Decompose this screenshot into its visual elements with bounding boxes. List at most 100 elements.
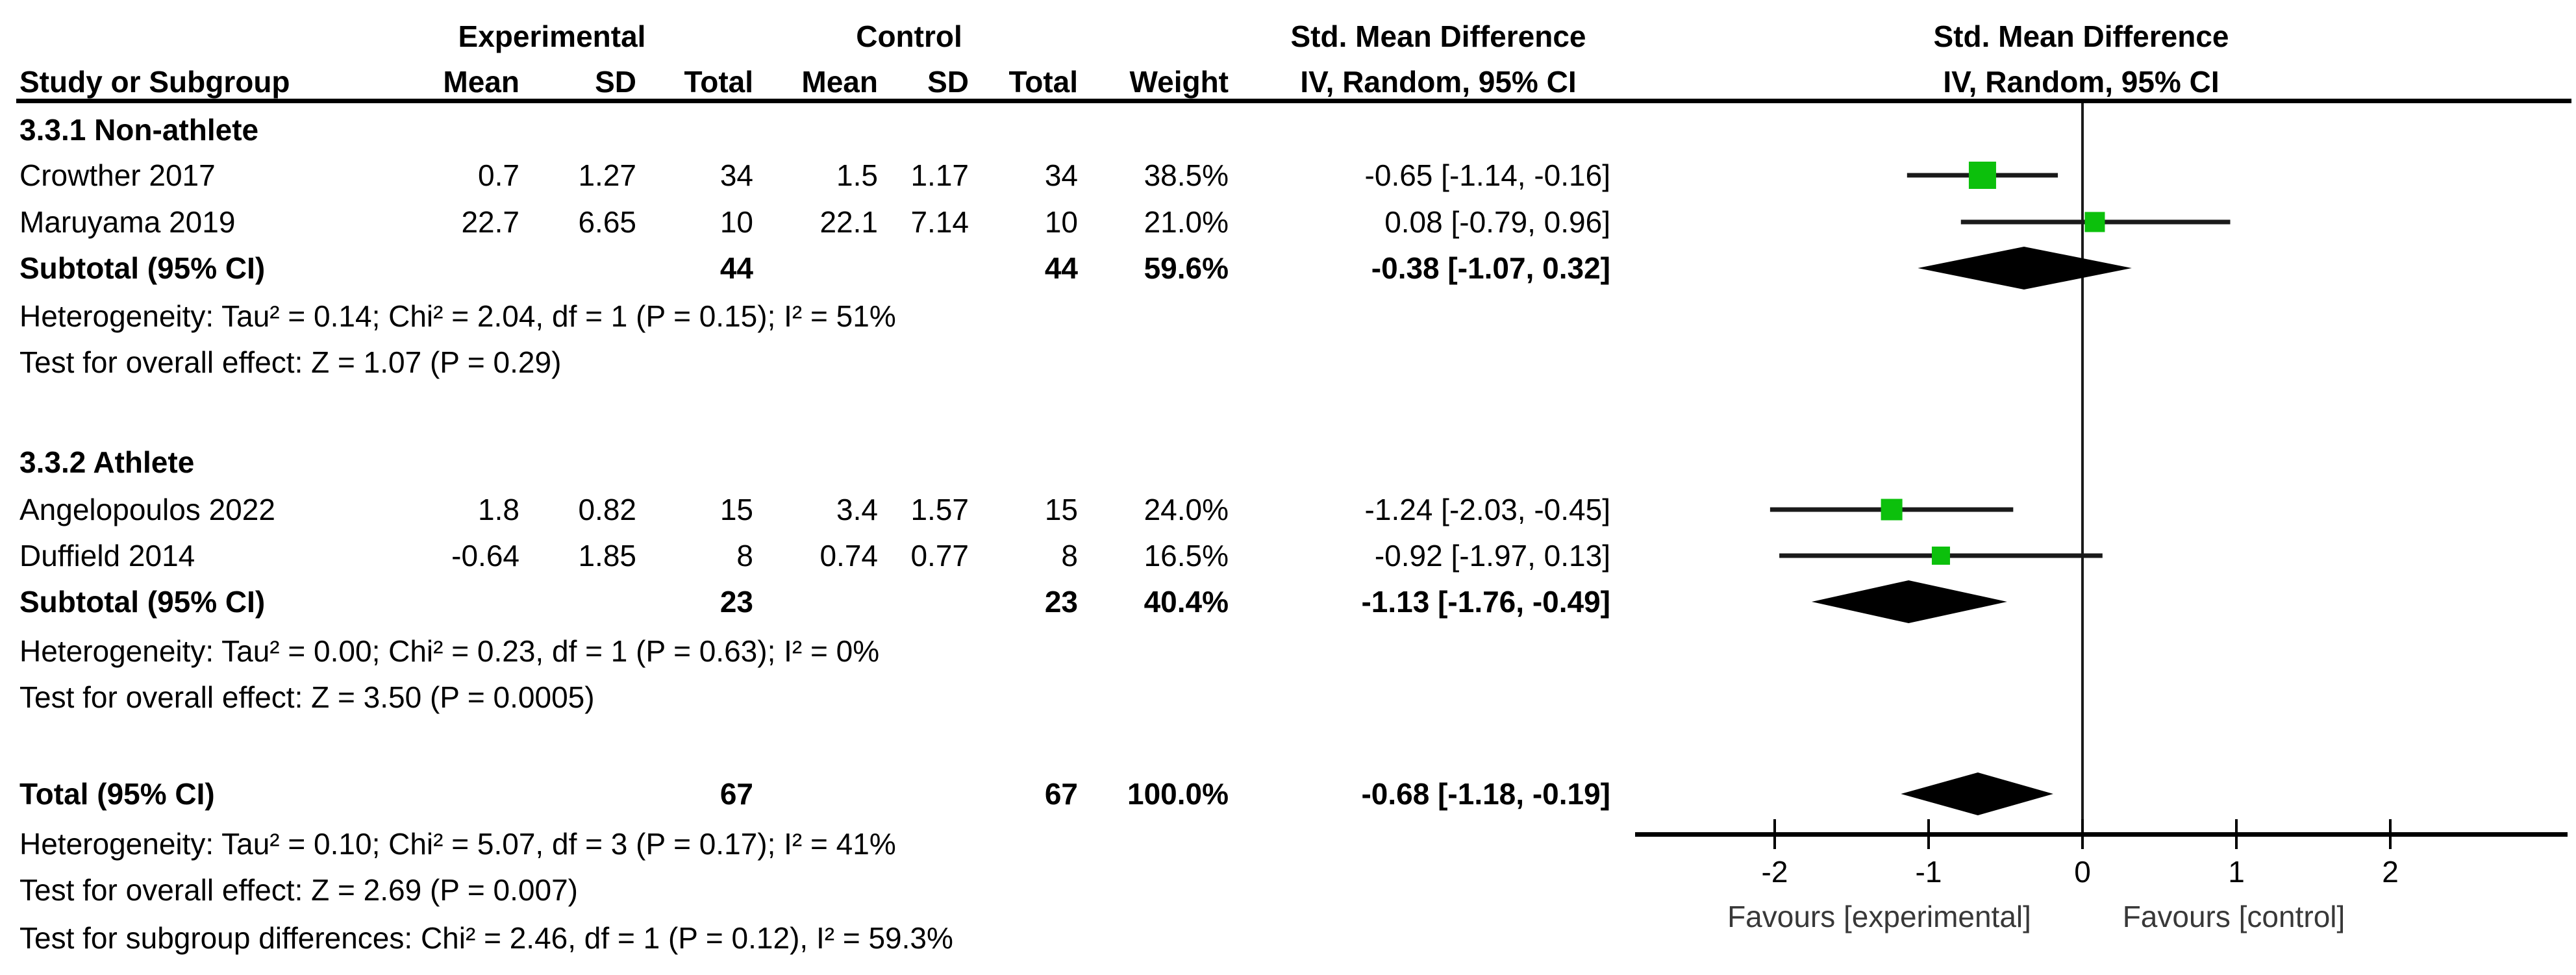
subtotal-label: Subtotal (95% CI) xyxy=(19,251,266,285)
heterogeneity-row-2: Heterogeneity: Tau² = 0.00; Chi² = 0.23,… xyxy=(0,628,2576,674)
mean-experimental: -0.64 xyxy=(451,539,519,573)
axis-tick xyxy=(2235,819,2238,849)
ci-text: 0.08 [-0.79, 0.96] xyxy=(1384,205,1610,239)
weight: 16.5% xyxy=(1144,539,1229,573)
header-total-experimental: Total xyxy=(684,65,753,99)
study-row-duffield: Duffield 2014 -0.64 1.85 8 0.74 0.77 8 1… xyxy=(0,533,2576,578)
sd-experimental: 1.85 xyxy=(578,539,636,573)
axis-tick-label: 2 xyxy=(2382,855,2399,889)
effect-square xyxy=(2084,212,2105,232)
axis-tick xyxy=(1773,819,1776,849)
study-name: Duffield 2014 xyxy=(19,539,195,573)
total-control: 23 xyxy=(1044,585,1078,619)
subtotal-row-1: Subtotal (95% CI) 44 44 59.6% -0.38 [-1.… xyxy=(0,245,2576,291)
mean-experimental: 22.7 xyxy=(461,205,519,239)
total-control: 34 xyxy=(1044,158,1078,192)
effect-square xyxy=(1968,162,1996,189)
study-row-maruyama: Maruyama 2019 22.7 6.65 10 22.1 7.14 10 … xyxy=(0,199,2576,245)
heterogeneity-text: Heterogeneity: Tau² = 0.10; Chi² = 5.07,… xyxy=(19,827,896,861)
favours-control-label: Favours [control] xyxy=(2122,900,2345,933)
axis-line xyxy=(1635,832,2568,837)
study-name: Crowther 2017 xyxy=(19,158,216,192)
ci-text: -0.38 [-1.07, 0.32] xyxy=(1371,251,1610,285)
total-experimental: 67 xyxy=(719,777,753,811)
study-name: Maruyama 2019 xyxy=(19,205,236,239)
subgroup-differences-text: Test for subgroup differences: Chi² = 2.… xyxy=(19,921,953,955)
overall-effect-row-total: Test for overall effect: Z = 2.69 (P = 0… xyxy=(0,867,2576,913)
total-row: Total (95% CI) 67 67 100.0% -0.68 [-1.18… xyxy=(0,771,2576,817)
mean-control: 3.4 xyxy=(836,493,878,526)
total-control: 8 xyxy=(1061,539,1078,573)
favours-experimental-label: Favours [experimental] xyxy=(1727,900,2031,933)
mean-control: 22.1 xyxy=(819,205,878,239)
ci-text: -0.65 [-1.14, -0.16] xyxy=(1364,158,1610,192)
header-weight: Weight xyxy=(1129,65,1229,99)
header-total-control: Total xyxy=(1008,65,1078,99)
axis-tick-label: -1 xyxy=(1915,855,1942,889)
subtotal-row-2: Subtotal (95% CI) 23 23 40.4% -1.13 [-1.… xyxy=(0,579,2576,624)
subgroup-1-title-row: 3.3.1 Non-athlete xyxy=(0,107,2576,153)
overall-effect-text: Test for overall effect: Z = 1.07 (P = 0… xyxy=(19,345,562,379)
header-mean-experimental: Mean xyxy=(443,65,519,99)
heterogeneity-text: Heterogeneity: Tau² = 0.00; Chi² = 0.23,… xyxy=(19,634,880,668)
total-control: 10 xyxy=(1044,205,1078,239)
header-group-row: Experimental Control Std. Mean Differenc… xyxy=(0,14,2576,59)
weight: 24.0% xyxy=(1144,493,1229,526)
zero-line xyxy=(2081,103,2084,833)
overall-effect-text: Test for overall effect: Z = 3.50 (P = 0… xyxy=(19,680,595,714)
axis-tick xyxy=(2081,819,2084,849)
axis-tick-label: 0 xyxy=(2074,855,2091,889)
total-control: 44 xyxy=(1044,251,1078,285)
mean-experimental: 1.8 xyxy=(478,493,519,526)
effect-square xyxy=(1931,547,1950,565)
subtotal-label: Subtotal (95% CI) xyxy=(19,585,266,619)
heterogeneity-row-total: Heterogeneity: Tau² = 0.10; Chi² = 5.07,… xyxy=(0,821,2576,867)
heterogeneity-text: Heterogeneity: Tau² = 0.14; Chi² = 2.04,… xyxy=(19,299,896,333)
overall-effect-text: Test for overall effect: Z = 2.69 (P = 0… xyxy=(19,873,578,907)
header-ci-right: IV, Random, 95% CI xyxy=(1943,65,2220,99)
weight: 100.0% xyxy=(1127,777,1229,811)
total-experimental: 8 xyxy=(736,539,753,573)
axis-tick xyxy=(2389,819,2392,849)
header-study-or-subgroup: Study or Subgroup xyxy=(19,65,290,99)
effect-square xyxy=(1881,499,1903,521)
pooled-diamond xyxy=(1901,772,2053,815)
header-smd-left: Std. Mean Difference xyxy=(1290,19,1586,53)
mean-control: 1.5 xyxy=(836,158,878,192)
total-experimental: 23 xyxy=(719,585,753,619)
header-control: Control xyxy=(856,19,962,53)
axis-tick-label: -2 xyxy=(1761,855,1788,889)
ci-text: -1.13 [-1.76, -0.49] xyxy=(1361,585,1610,619)
sd-control: 0.77 xyxy=(910,539,969,573)
header-divider xyxy=(16,99,2571,103)
mean-experimental: 0.7 xyxy=(478,158,519,192)
header-smd-right: Std. Mean Difference xyxy=(1933,19,2229,53)
sd-control: 7.14 xyxy=(910,205,969,239)
subgroup-differences-row: Test for subgroup differences: Chi² = 2.… xyxy=(0,915,2576,961)
pooled-diamond xyxy=(1811,580,2007,623)
subgroup-title: 3.3.1 Non-athlete xyxy=(19,113,259,147)
weight: 40.4% xyxy=(1144,585,1229,619)
total-experimental: 34 xyxy=(719,158,753,192)
sd-control: 1.17 xyxy=(910,158,969,192)
study-row-angelopoulos: Angelopoulos 2022 1.8 0.82 15 3.4 1.57 1… xyxy=(0,487,2576,532)
header-columns-row: Study or Subgroup Mean SD Total Mean SD … xyxy=(0,59,2576,105)
study-name: Angelopoulos 2022 xyxy=(19,493,275,526)
total-control: 15 xyxy=(1044,493,1078,526)
subgroup-title: 3.3.2 Athlete xyxy=(19,445,195,479)
total-control: 67 xyxy=(1044,777,1078,811)
subgroup-2-title-row: 3.3.2 Athlete xyxy=(0,439,2576,485)
axis-tick-label: 1 xyxy=(2228,855,2245,889)
axis-tick xyxy=(1927,819,1930,849)
ci-text: -0.68 [-1.18, -0.19] xyxy=(1361,777,1610,811)
header-ci-left: IV, Random, 95% CI xyxy=(1300,65,1577,99)
ci-text: -0.92 [-1.97, 0.13] xyxy=(1374,539,1610,573)
total-label: Total (95% CI) xyxy=(19,777,215,811)
study-row-crowther: Crowther 2017 0.7 1.27 34 1.5 1.17 34 38… xyxy=(0,153,2576,198)
weight: 38.5% xyxy=(1144,158,1229,192)
mean-control: 0.74 xyxy=(819,539,878,573)
total-experimental: 44 xyxy=(719,251,753,285)
header-sd-control: SD xyxy=(927,65,969,99)
